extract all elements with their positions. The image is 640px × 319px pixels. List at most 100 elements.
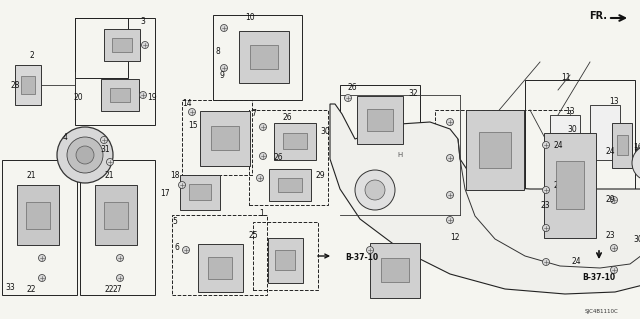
Circle shape xyxy=(365,180,385,200)
Circle shape xyxy=(182,247,189,254)
Circle shape xyxy=(67,137,103,173)
Text: 24: 24 xyxy=(553,140,563,150)
Bar xyxy=(590,105,620,160)
Text: 13: 13 xyxy=(609,98,619,107)
Bar xyxy=(75,18,155,125)
Text: H: H xyxy=(397,152,403,158)
Bar xyxy=(80,160,155,295)
Circle shape xyxy=(38,255,45,262)
Bar xyxy=(104,202,127,228)
Text: 17: 17 xyxy=(160,189,170,197)
Text: 6: 6 xyxy=(175,243,179,253)
Circle shape xyxy=(116,275,124,281)
Bar xyxy=(612,122,632,167)
Circle shape xyxy=(632,145,640,181)
Text: 30: 30 xyxy=(320,128,330,137)
Polygon shape xyxy=(330,104,640,294)
Circle shape xyxy=(57,127,113,183)
Circle shape xyxy=(447,118,454,125)
Circle shape xyxy=(543,187,550,194)
Bar xyxy=(17,185,59,245)
Bar xyxy=(182,100,252,175)
Text: 30: 30 xyxy=(633,235,640,244)
Bar xyxy=(275,250,294,270)
Bar xyxy=(101,79,139,111)
Circle shape xyxy=(140,92,147,99)
Text: 21: 21 xyxy=(26,170,36,180)
Text: 10: 10 xyxy=(245,13,255,23)
Text: 26: 26 xyxy=(273,153,283,162)
Circle shape xyxy=(611,197,618,204)
Text: 21: 21 xyxy=(104,170,114,180)
Bar xyxy=(616,135,627,155)
Bar xyxy=(466,110,524,190)
Circle shape xyxy=(344,94,351,101)
Circle shape xyxy=(611,266,618,273)
Bar xyxy=(550,115,580,175)
Text: 20: 20 xyxy=(73,93,83,101)
Text: 28: 28 xyxy=(10,80,20,90)
Circle shape xyxy=(116,255,124,262)
Text: 22: 22 xyxy=(26,286,36,294)
Text: 8: 8 xyxy=(216,48,220,56)
Bar xyxy=(112,38,132,52)
Text: 13: 13 xyxy=(565,108,575,116)
Text: 11: 11 xyxy=(561,73,571,83)
Circle shape xyxy=(38,275,45,281)
Text: 1: 1 xyxy=(260,209,264,218)
Bar xyxy=(211,126,239,150)
Bar xyxy=(207,257,232,279)
Circle shape xyxy=(189,108,195,115)
Text: 5: 5 xyxy=(173,218,177,226)
Circle shape xyxy=(259,152,266,160)
Text: 23: 23 xyxy=(605,231,615,240)
Bar xyxy=(479,132,511,168)
Text: 29: 29 xyxy=(315,170,325,180)
Bar xyxy=(268,238,303,283)
Text: 4: 4 xyxy=(63,133,67,143)
Text: 33: 33 xyxy=(5,284,15,293)
Text: 18: 18 xyxy=(170,170,180,180)
Text: 29: 29 xyxy=(605,196,615,204)
Bar xyxy=(104,29,140,61)
Bar xyxy=(525,80,635,280)
Bar xyxy=(250,45,278,69)
Text: 23: 23 xyxy=(540,201,550,210)
Circle shape xyxy=(141,41,148,48)
Circle shape xyxy=(543,258,550,265)
Bar xyxy=(239,31,289,83)
Bar xyxy=(278,178,301,192)
Text: 15: 15 xyxy=(188,121,198,130)
Text: 24: 24 xyxy=(605,147,615,157)
Text: 16: 16 xyxy=(633,144,640,152)
Bar xyxy=(198,244,243,292)
Text: 22: 22 xyxy=(104,286,114,294)
Circle shape xyxy=(259,123,266,130)
Bar xyxy=(249,110,328,205)
Bar xyxy=(284,133,307,149)
Text: 30: 30 xyxy=(633,147,640,157)
Text: 30: 30 xyxy=(567,125,577,135)
Circle shape xyxy=(106,159,113,166)
Circle shape xyxy=(543,142,550,149)
Circle shape xyxy=(543,225,550,232)
Bar xyxy=(213,15,302,100)
Bar xyxy=(75,18,128,78)
Bar xyxy=(544,132,596,238)
Bar xyxy=(95,185,137,245)
Bar xyxy=(435,110,570,235)
Bar xyxy=(274,122,316,160)
Text: 27: 27 xyxy=(112,286,122,294)
Circle shape xyxy=(257,174,264,182)
Circle shape xyxy=(100,137,108,144)
Circle shape xyxy=(221,64,227,71)
Text: 3: 3 xyxy=(141,18,145,26)
Circle shape xyxy=(447,217,454,224)
Bar xyxy=(21,76,35,94)
Text: 26: 26 xyxy=(282,113,292,122)
Text: B-37-10: B-37-10 xyxy=(346,254,379,263)
Circle shape xyxy=(76,146,94,164)
Bar xyxy=(367,109,393,131)
Text: 9: 9 xyxy=(220,70,225,79)
Bar xyxy=(172,215,267,295)
